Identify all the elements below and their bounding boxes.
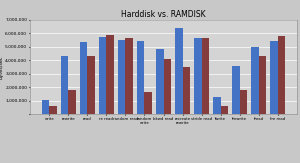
Bar	[156, 49, 164, 114]
Bar	[270, 41, 278, 114]
Bar	[213, 96, 220, 114]
Bar	[68, 90, 76, 114]
Bar	[164, 59, 171, 114]
Bar	[240, 90, 247, 114]
Bar	[232, 66, 240, 114]
Bar	[137, 41, 145, 114]
Title: Harddisk vs. RAMDISK: Harddisk vs. RAMDISK	[121, 10, 206, 19]
Bar	[87, 56, 94, 114]
Bar	[145, 92, 152, 114]
Bar	[220, 106, 228, 114]
Bar	[202, 38, 209, 114]
Bar	[61, 56, 68, 114]
Bar	[50, 106, 57, 114]
Bar	[251, 47, 259, 114]
Y-axis label: Bytes/sec: Bytes/sec	[0, 55, 4, 79]
Bar	[175, 28, 182, 114]
Bar	[278, 36, 285, 114]
Bar	[194, 38, 202, 114]
Bar	[182, 67, 190, 114]
Bar	[99, 37, 106, 114]
Bar	[42, 100, 50, 114]
Bar	[80, 42, 87, 114]
Bar	[106, 35, 114, 114]
Bar	[118, 40, 125, 114]
Bar	[125, 38, 133, 114]
Bar	[259, 56, 266, 114]
